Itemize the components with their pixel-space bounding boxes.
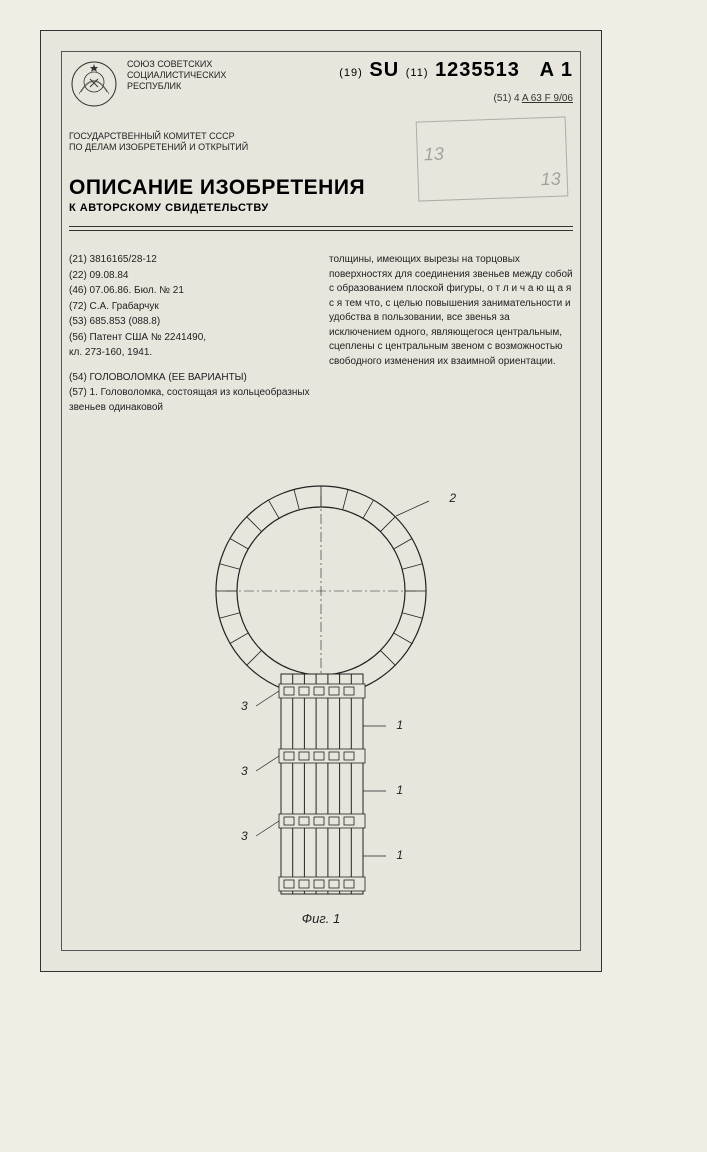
callout-bar: 1 bbox=[396, 848, 403, 862]
biblio-line: (22) 09.08.84 bbox=[69, 269, 313, 284]
document-title: ОПИСАНИЕ ИЗОБРЕТЕНИЯ bbox=[69, 176, 573, 200]
org-line: СОЦИАЛИСТИЧЕСКИХ bbox=[127, 70, 226, 81]
callout-joint: 3 bbox=[241, 829, 248, 843]
org-line: СОЮЗ СОВЕТСКИХ bbox=[127, 59, 226, 70]
callout-joint: 3 bbox=[241, 764, 248, 778]
stamp-num-left: 13 bbox=[423, 144, 444, 166]
biblio-line: (56) Патент США № 2241490, bbox=[69, 331, 313, 346]
biblio-line: (21) 3816165/28-12 bbox=[69, 253, 313, 268]
title-divider bbox=[69, 226, 573, 231]
committee-line: ПО ДЕЛАМ ИЗОБРЕТЕНИЙ И ОТКРЫТИЙ bbox=[69, 142, 248, 153]
biblio-line: (46) 07.06.86. Бюл. № 21 bbox=[69, 284, 313, 299]
abstract-text: толщины, имеющих вырезы на торцовых пове… bbox=[329, 253, 573, 369]
title-block: ОПИСАНИЕ ИЗОБРЕТЕНИЯ К АВТОРСКОМУ СВИДЕТ… bbox=[69, 176, 573, 214]
class-prefix: (51) 4 bbox=[493, 93, 519, 104]
biblio-line: (53) 685.853 (088.8) bbox=[69, 315, 313, 330]
doc-num: 1235513 bbox=[435, 59, 520, 81]
page: СОЮЗ СОВЕТСКИХ СОЦИАЛИСТИЧЕСКИХ РЕСПУБЛИ… bbox=[40, 30, 602, 972]
figure-caption: Фиг. 1 bbox=[302, 911, 340, 926]
doc-mid: (11) bbox=[406, 67, 429, 79]
doc-country: SU bbox=[369, 59, 399, 81]
doc-suffix: A 1 bbox=[540, 59, 573, 81]
committee-name: ГОСУДАРСТВЕННЫЙ КОМИТЕТ СССР ПО ДЕЛАМ ИЗ… bbox=[69, 131, 248, 153]
callout-bar: 1 bbox=[396, 718, 403, 732]
callout-ring: 2 bbox=[449, 491, 456, 505]
ussr-emblem-icon bbox=[69, 59, 119, 109]
ipc-classification: (51) 4 A 63 F 9/06 bbox=[493, 93, 573, 104]
right-column: толщины, имеющих вырезы на торцовых пове… bbox=[329, 253, 573, 416]
callout-joint: 3 bbox=[241, 699, 248, 713]
committee-line: ГОСУДАРСТВЕННЫЙ КОМИТЕТ СССР bbox=[69, 131, 248, 142]
left-column: (21) 3816165/28-12 (22) 09.08.84 (46) 07… bbox=[69, 253, 313, 416]
org-line: РЕСПУБЛИК bbox=[127, 81, 226, 92]
doc-prefix: (19) bbox=[339, 67, 363, 79]
document-subtitle: К АВТОРСКОМУ СВИДЕТЕЛЬСТВУ bbox=[69, 202, 573, 214]
organization-name: СОЮЗ СОВЕТСКИХ СОЦИАЛИСТИЧЕСКИХ РЕСПУБЛИ… bbox=[127, 59, 226, 91]
biblio-line: (72) С.А. Грабарчук bbox=[69, 300, 313, 315]
class-code: A 63 F 9/06 bbox=[522, 93, 573, 104]
biblio-line: кл. 273-160, 1941. bbox=[69, 346, 313, 361]
body-columns: (21) 3816165/28-12 (22) 09.08.84 (46) 07… bbox=[69, 253, 573, 416]
abstract-start: (57) 1. Головоломка, состоящая из кольце… bbox=[69, 386, 313, 415]
document-number: (19) SU (11) 1235513 A 1 bbox=[339, 59, 573, 82]
callout-bar: 1 bbox=[396, 783, 403, 797]
invention-title: (54) ГОЛОВОЛОМКА (ЕЕ ВАРИАНТЫ) bbox=[69, 371, 313, 386]
figure-1: 2 1 1 1 3 3 3 Фиг. 1 bbox=[181, 476, 461, 926]
